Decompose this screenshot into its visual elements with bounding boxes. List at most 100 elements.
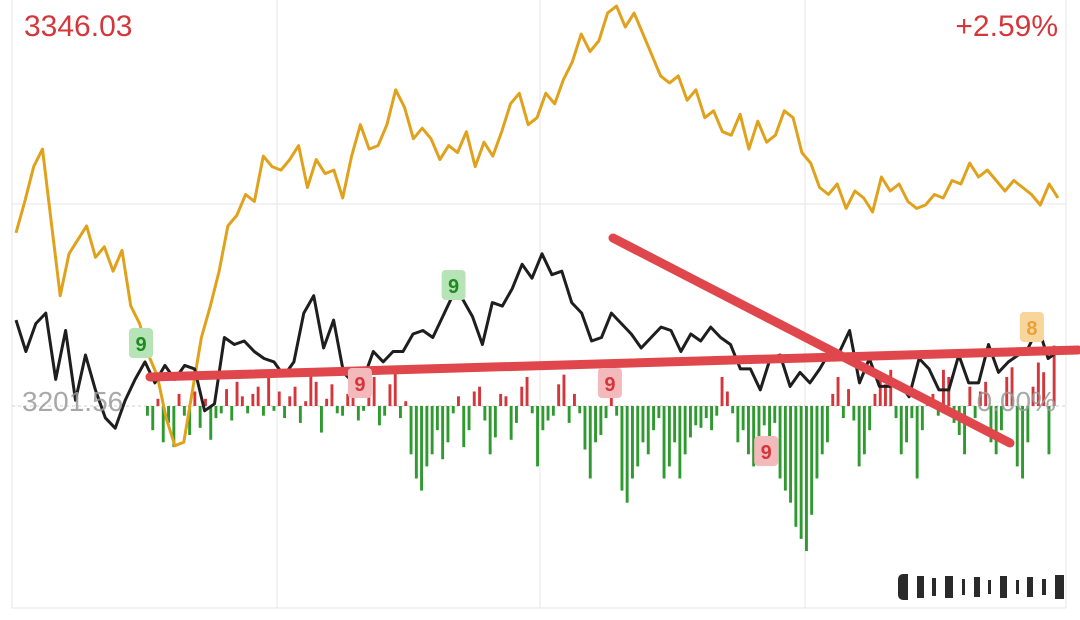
volume-bar-down	[973, 406, 977, 419]
volume-bar-up	[193, 391, 197, 406]
volume-bar-up	[177, 393, 181, 406]
volume-bar-down	[167, 406, 170, 423]
volume-bar-down	[272, 406, 276, 411]
volume-bar-down	[994, 406, 998, 455]
volume-bar-down	[1026, 406, 1030, 443]
nine-marker-sell: 9	[754, 436, 779, 466]
volume-bar-down	[214, 406, 218, 419]
volume-bar-up	[325, 398, 329, 407]
volume-bar-down	[736, 406, 740, 443]
volume-bar-down	[710, 406, 713, 431]
volume-bar-up	[240, 396, 244, 406]
volume-bar-up	[968, 386, 972, 406]
volume-bar-down	[852, 406, 856, 421]
volume-bar-down	[915, 406, 919, 479]
volume-bar-up	[504, 396, 508, 406]
volume-bar-up	[520, 386, 524, 406]
resistance-trendline	[608, 233, 1015, 448]
volume-bar-up	[1010, 367, 1014, 406]
volume-bar-down	[546, 406, 550, 421]
volume-bar-up	[156, 398, 160, 407]
volume-bar-down	[678, 406, 682, 479]
nine-marker-label: 9	[448, 276, 459, 298]
volume-bar-down	[673, 406, 677, 443]
volume-bar-up	[1031, 386, 1035, 406]
volume-bar-down	[430, 406, 434, 455]
nine-markers: 9 9 9 9 9 8	[129, 270, 1044, 466]
volume-bar-up	[457, 396, 460, 406]
volume-bar-up	[309, 372, 313, 406]
watermark-bar	[916, 576, 924, 598]
volume-bar-down	[151, 406, 155, 431]
volume-bar-up	[367, 396, 371, 406]
volume-bar-down	[198, 406, 202, 428]
volume-bar-down	[172, 406, 176, 448]
volume-bar-up	[984, 381, 988, 406]
volume-bar-down	[794, 406, 798, 527]
volume-bar-down	[657, 406, 661, 419]
volume-bar-down	[773, 406, 777, 423]
volume-bar-up	[1052, 345, 1056, 406]
volume-bar-up	[314, 381, 318, 406]
volume-bar-down	[768, 406, 771, 438]
volume-bar-down	[414, 406, 418, 479]
support-trendline	[145, 345, 1080, 382]
nine-marker-label: 9	[135, 334, 146, 356]
volume-bar-down	[420, 406, 423, 491]
volume-bar-down	[989, 406, 993, 443]
volume-bar-down	[899, 406, 903, 455]
volume-bar-up	[388, 384, 392, 407]
volume-bar-down	[583, 406, 587, 450]
volume-bar-down	[820, 406, 824, 455]
volume-bar-up	[847, 389, 850, 406]
watermark-bar	[961, 579, 965, 595]
volume-bar-up	[293, 386, 297, 406]
volume-bar-down	[409, 406, 413, 455]
volume-bar-down	[826, 406, 829, 443]
watermark-bar	[988, 580, 992, 594]
watermark-bar	[1027, 577, 1034, 597]
volume-bar-down	[362, 406, 365, 411]
volume-bar-up	[725, 391, 729, 406]
volume-bar-down	[515, 406, 518, 423]
volume-bar-up	[947, 377, 951, 406]
volume-bar-up	[884, 384, 887, 407]
volume-bar-up	[478, 386, 481, 406]
watermark-bar	[932, 578, 937, 596]
nine-marker-label: 9	[761, 442, 772, 464]
volume-bar-down	[747, 406, 750, 455]
volume-bar-down	[910, 406, 914, 419]
volume-bar-down	[1047, 406, 1051, 455]
nine-marker-sell: 9	[347, 368, 372, 398]
volume-bar-down	[209, 406, 213, 440]
volume-bar-down	[146, 406, 149, 416]
zero-percent-label: 0.00%	[976, 386, 1056, 417]
volume-bar-up	[267, 377, 271, 406]
watermark-bar	[973, 577, 980, 597]
volume-bar-down	[810, 406, 814, 515]
volume-bar-down	[399, 406, 402, 419]
volume-bar-down	[799, 406, 803, 539]
volume-bar-down	[462, 406, 466, 448]
volume-bar-down	[741, 406, 745, 431]
price-series-line	[14, 252, 1059, 430]
volume-bar-up	[978, 391, 982, 406]
volume-bar-down	[920, 406, 924, 431]
volume-bar-down	[757, 406, 761, 443]
volume-bar-down	[683, 406, 687, 455]
low-price-label: 3201.56	[22, 386, 124, 417]
volume-bar-up	[346, 393, 350, 406]
volume-bar-down	[451, 406, 455, 414]
volume-bar-down	[383, 406, 387, 416]
volume-bar-up	[831, 393, 835, 406]
volume-bar-down	[541, 406, 545, 431]
volume-bar-up	[499, 393, 503, 406]
watermark-bar	[945, 576, 954, 598]
volume-bar-down	[578, 406, 582, 414]
volume-bar-down	[857, 406, 861, 467]
volume-bar-up	[277, 391, 281, 406]
nine-marker-sell: 9	[597, 368, 622, 398]
volume-bar-down	[435, 406, 439, 431]
volume-bar-down	[298, 406, 302, 423]
